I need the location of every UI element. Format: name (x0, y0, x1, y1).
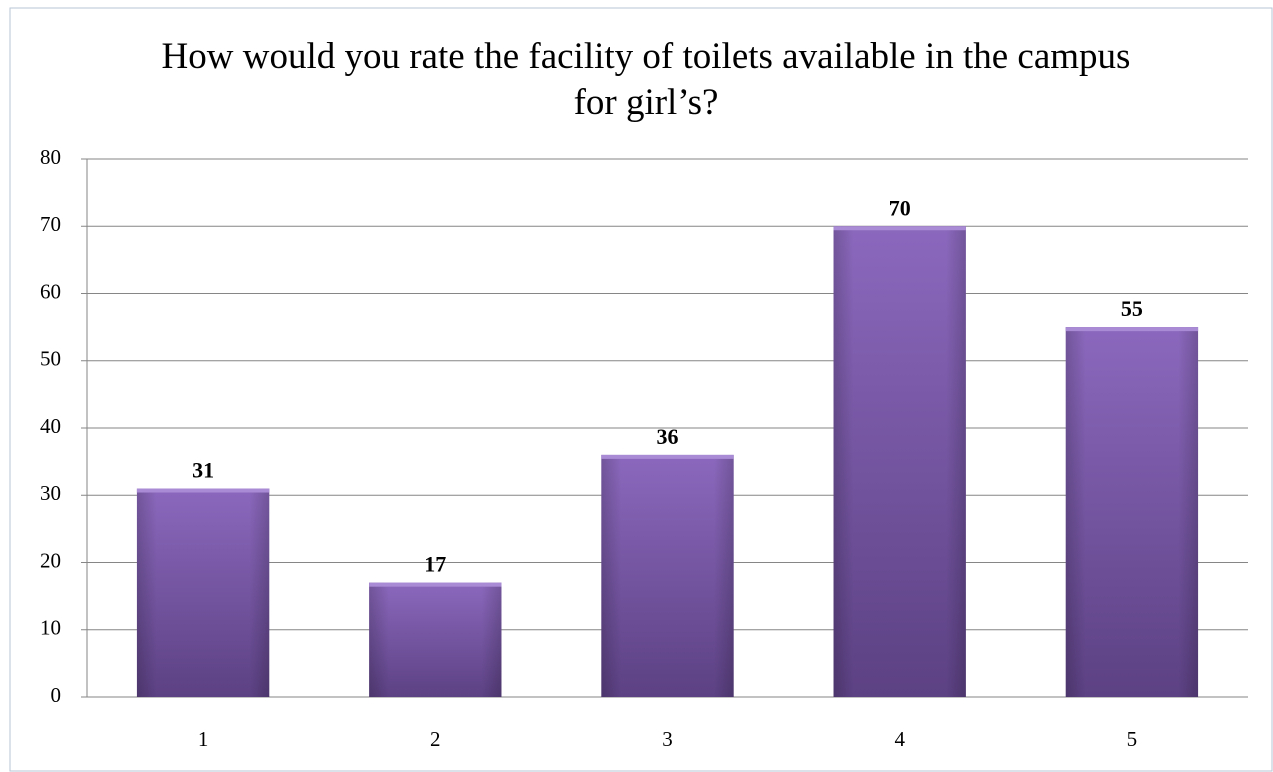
bar-top-edge (1065, 327, 1199, 332)
bar-top-edge (136, 488, 270, 493)
y-tick-label: 60 (40, 279, 61, 303)
value-label: 70 (889, 195, 911, 220)
bar-shade (136, 488, 270, 697)
x-tick-label: 5 (1127, 727, 1138, 751)
chart-title: How would you rate the facility of toile… (161, 36, 1131, 123)
chart-frame (9, 7, 1273, 772)
x-tick-label: 3 (662, 727, 673, 751)
x-tick-label: 4 (894, 727, 905, 751)
x-tick-label: 2 (430, 727, 441, 751)
value-label: 36 (657, 424, 679, 449)
bar-shade (1065, 327, 1199, 697)
y-tick-label: 0 (51, 683, 62, 707)
x-tick-label: 1 (198, 727, 209, 751)
bar-top-edge (601, 454, 734, 459)
bar-top-edge (369, 582, 502, 587)
y-tick-label: 80 (40, 145, 61, 169)
bar-shade (369, 582, 502, 697)
bar-shade (601, 454, 734, 697)
y-tick-label: 20 (40, 548, 61, 572)
y-tick-label: 50 (40, 347, 61, 371)
value-label: 31 (192, 458, 214, 483)
value-label: 55 (1121, 296, 1143, 321)
bar-top-edge (833, 226, 966, 231)
y-tick-label: 30 (40, 481, 61, 505)
bar-shade (833, 226, 966, 697)
y-tick-label: 10 (40, 616, 61, 640)
value-label: 17 (424, 552, 446, 577)
y-tick-label: 70 (40, 212, 61, 236)
y-tick-label: 40 (40, 414, 61, 438)
